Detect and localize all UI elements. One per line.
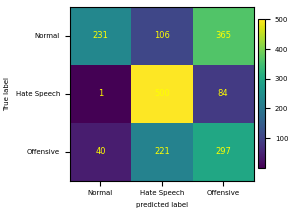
Text: 221: 221 (154, 147, 170, 156)
Y-axis label: True label: True label (4, 77, 10, 111)
Text: 40: 40 (95, 147, 106, 156)
Text: 1: 1 (98, 89, 103, 98)
Text: 500: 500 (154, 89, 170, 98)
Text: 231: 231 (93, 31, 108, 40)
Text: 106: 106 (154, 31, 170, 40)
Text: 84: 84 (218, 89, 228, 98)
Text: 297: 297 (215, 147, 231, 156)
X-axis label: predicted label: predicted label (136, 202, 188, 208)
Text: 365: 365 (215, 31, 231, 40)
